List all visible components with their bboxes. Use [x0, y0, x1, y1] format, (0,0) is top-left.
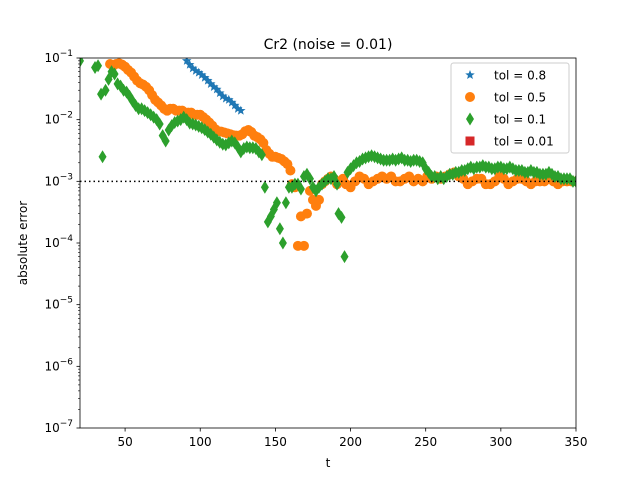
series-2 — [80, 58, 576, 264]
data-point — [278, 236, 287, 250]
legend: tol = 0.8 tol = 0.5 tol = 0.1 tol = 0.01 — [450, 62, 570, 154]
data-point — [301, 208, 312, 219]
y-axis: 10−7 10−6 10−5 10−4 10−3 10−2 10−1 — [44, 49, 80, 435]
data-point — [212, 84, 222, 94]
legend-item: tol = 0.1 — [466, 112, 546, 127]
data-point — [101, 83, 110, 97]
data-point — [187, 63, 198, 73]
data-point — [340, 250, 349, 264]
legend-marker — [466, 112, 474, 126]
legend-item: tol = 0.8 — [465, 69, 546, 83]
data-point — [161, 134, 170, 148]
data-point — [305, 172, 314, 186]
data-point — [209, 81, 219, 91]
data-point — [236, 105, 246, 115]
y-tick-label: 10−6 — [44, 357, 73, 373]
y-tick-label: 10−2 — [44, 111, 73, 127]
legend-label: tol = 0.1 — [494, 113, 546, 127]
data-point — [272, 196, 281, 210]
data-point — [227, 97, 237, 107]
data-point — [230, 100, 240, 110]
x-tick-label: 100 — [189, 435, 212, 449]
legend-label: tol = 0.8 — [494, 69, 546, 83]
legend-item: tol = 0.5 — [465, 91, 546, 105]
data-point — [281, 196, 290, 210]
x-tick-label: 150 — [264, 435, 287, 449]
y-tick-label: 10−4 — [44, 234, 73, 250]
y-tick-label: 10−5 — [44, 296, 73, 312]
data-point — [200, 72, 210, 82]
data-point — [206, 78, 216, 88]
legend-marker — [465, 136, 475, 146]
data-point — [296, 182, 305, 196]
y-tick-label: 10−1 — [44, 49, 73, 65]
data-point — [196, 70, 207, 80]
data-point — [298, 240, 309, 251]
data-point — [251, 142, 260, 156]
data-point — [94, 59, 103, 73]
x-tick-label: 200 — [339, 435, 362, 449]
x-tick-label: 300 — [489, 435, 512, 449]
data-point — [572, 174, 576, 188]
chart-title: Cr2 (noise = 0.01) — [264, 37, 393, 53]
legend-label: tol = 0.5 — [494, 91, 546, 105]
data-point — [91, 61, 100, 75]
legend-box — [450, 62, 570, 154]
data-point — [80, 58, 84, 68]
x-tick-label: 250 — [414, 435, 437, 449]
data-point — [313, 194, 324, 205]
data-point — [285, 165, 296, 176]
data-point — [203, 75, 213, 85]
legend-label: tol = 0.01 — [494, 135, 554, 149]
series-0 — [80, 58, 246, 115]
data-point — [98, 150, 107, 164]
y-tick-label: 10−3 — [44, 172, 73, 188]
data-point — [155, 117, 164, 131]
data-point — [218, 91, 228, 101]
data-point — [333, 177, 342, 191]
legend-marker — [465, 92, 475, 102]
data-point — [233, 103, 243, 113]
x-axis-title: t — [326, 456, 331, 470]
data-point — [224, 94, 234, 104]
data-point — [110, 67, 119, 81]
x-axis: 50 100 150 200 250 300 350 — [117, 428, 587, 449]
y-tick-label: 10−7 — [44, 419, 73, 435]
data-point — [184, 59, 195, 69]
data-points — [80, 58, 576, 264]
data-point — [257, 148, 266, 162]
data-point — [337, 210, 346, 224]
data-point — [215, 88, 225, 98]
legend-marker — [465, 70, 475, 80]
data-point — [221, 93, 231, 103]
data-point — [275, 222, 284, 236]
data-point — [260, 180, 269, 194]
x-tick-label: 50 — [117, 435, 132, 449]
y-axis-title: absolute error — [16, 201, 30, 286]
legend-item: tol = 0.01 — [465, 135, 554, 149]
data-point — [190, 65, 201, 75]
x-tick-label: 350 — [565, 435, 588, 449]
data-point — [193, 67, 204, 77]
